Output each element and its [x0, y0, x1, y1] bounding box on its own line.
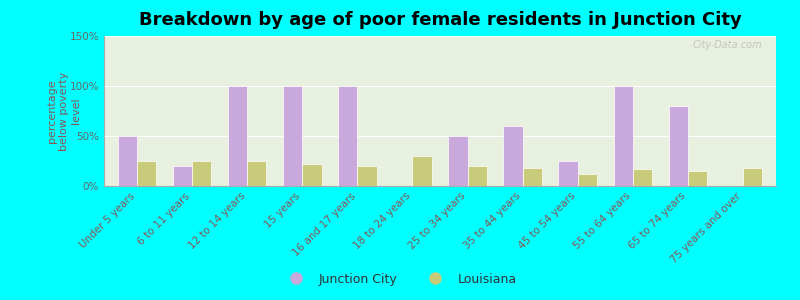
Bar — [228, 86, 247, 186]
Bar — [633, 169, 652, 186]
Bar — [669, 106, 688, 186]
Bar — [688, 171, 707, 186]
Bar — [578, 174, 597, 186]
Bar — [338, 86, 358, 186]
Bar — [467, 166, 487, 186]
Bar — [247, 161, 266, 186]
Bar — [413, 156, 432, 186]
Text: City-Data.com: City-Data.com — [693, 40, 762, 50]
Bar — [358, 166, 377, 186]
Bar — [448, 136, 467, 186]
Y-axis label: percentage
below poverty
level: percentage below poverty level — [47, 71, 81, 151]
Bar — [118, 136, 137, 186]
Bar — [503, 126, 522, 186]
Bar — [302, 164, 322, 186]
Bar — [173, 166, 192, 186]
Bar — [558, 161, 578, 186]
Bar — [283, 86, 302, 186]
Title: Breakdown by age of poor female residents in Junction City: Breakdown by age of poor female resident… — [138, 11, 742, 29]
Bar — [522, 168, 542, 186]
Bar — [743, 168, 762, 186]
Bar — [614, 86, 633, 186]
Bar — [192, 161, 211, 186]
Bar — [137, 161, 156, 186]
Legend: Junction City, Louisiana: Junction City, Louisiana — [278, 268, 522, 291]
